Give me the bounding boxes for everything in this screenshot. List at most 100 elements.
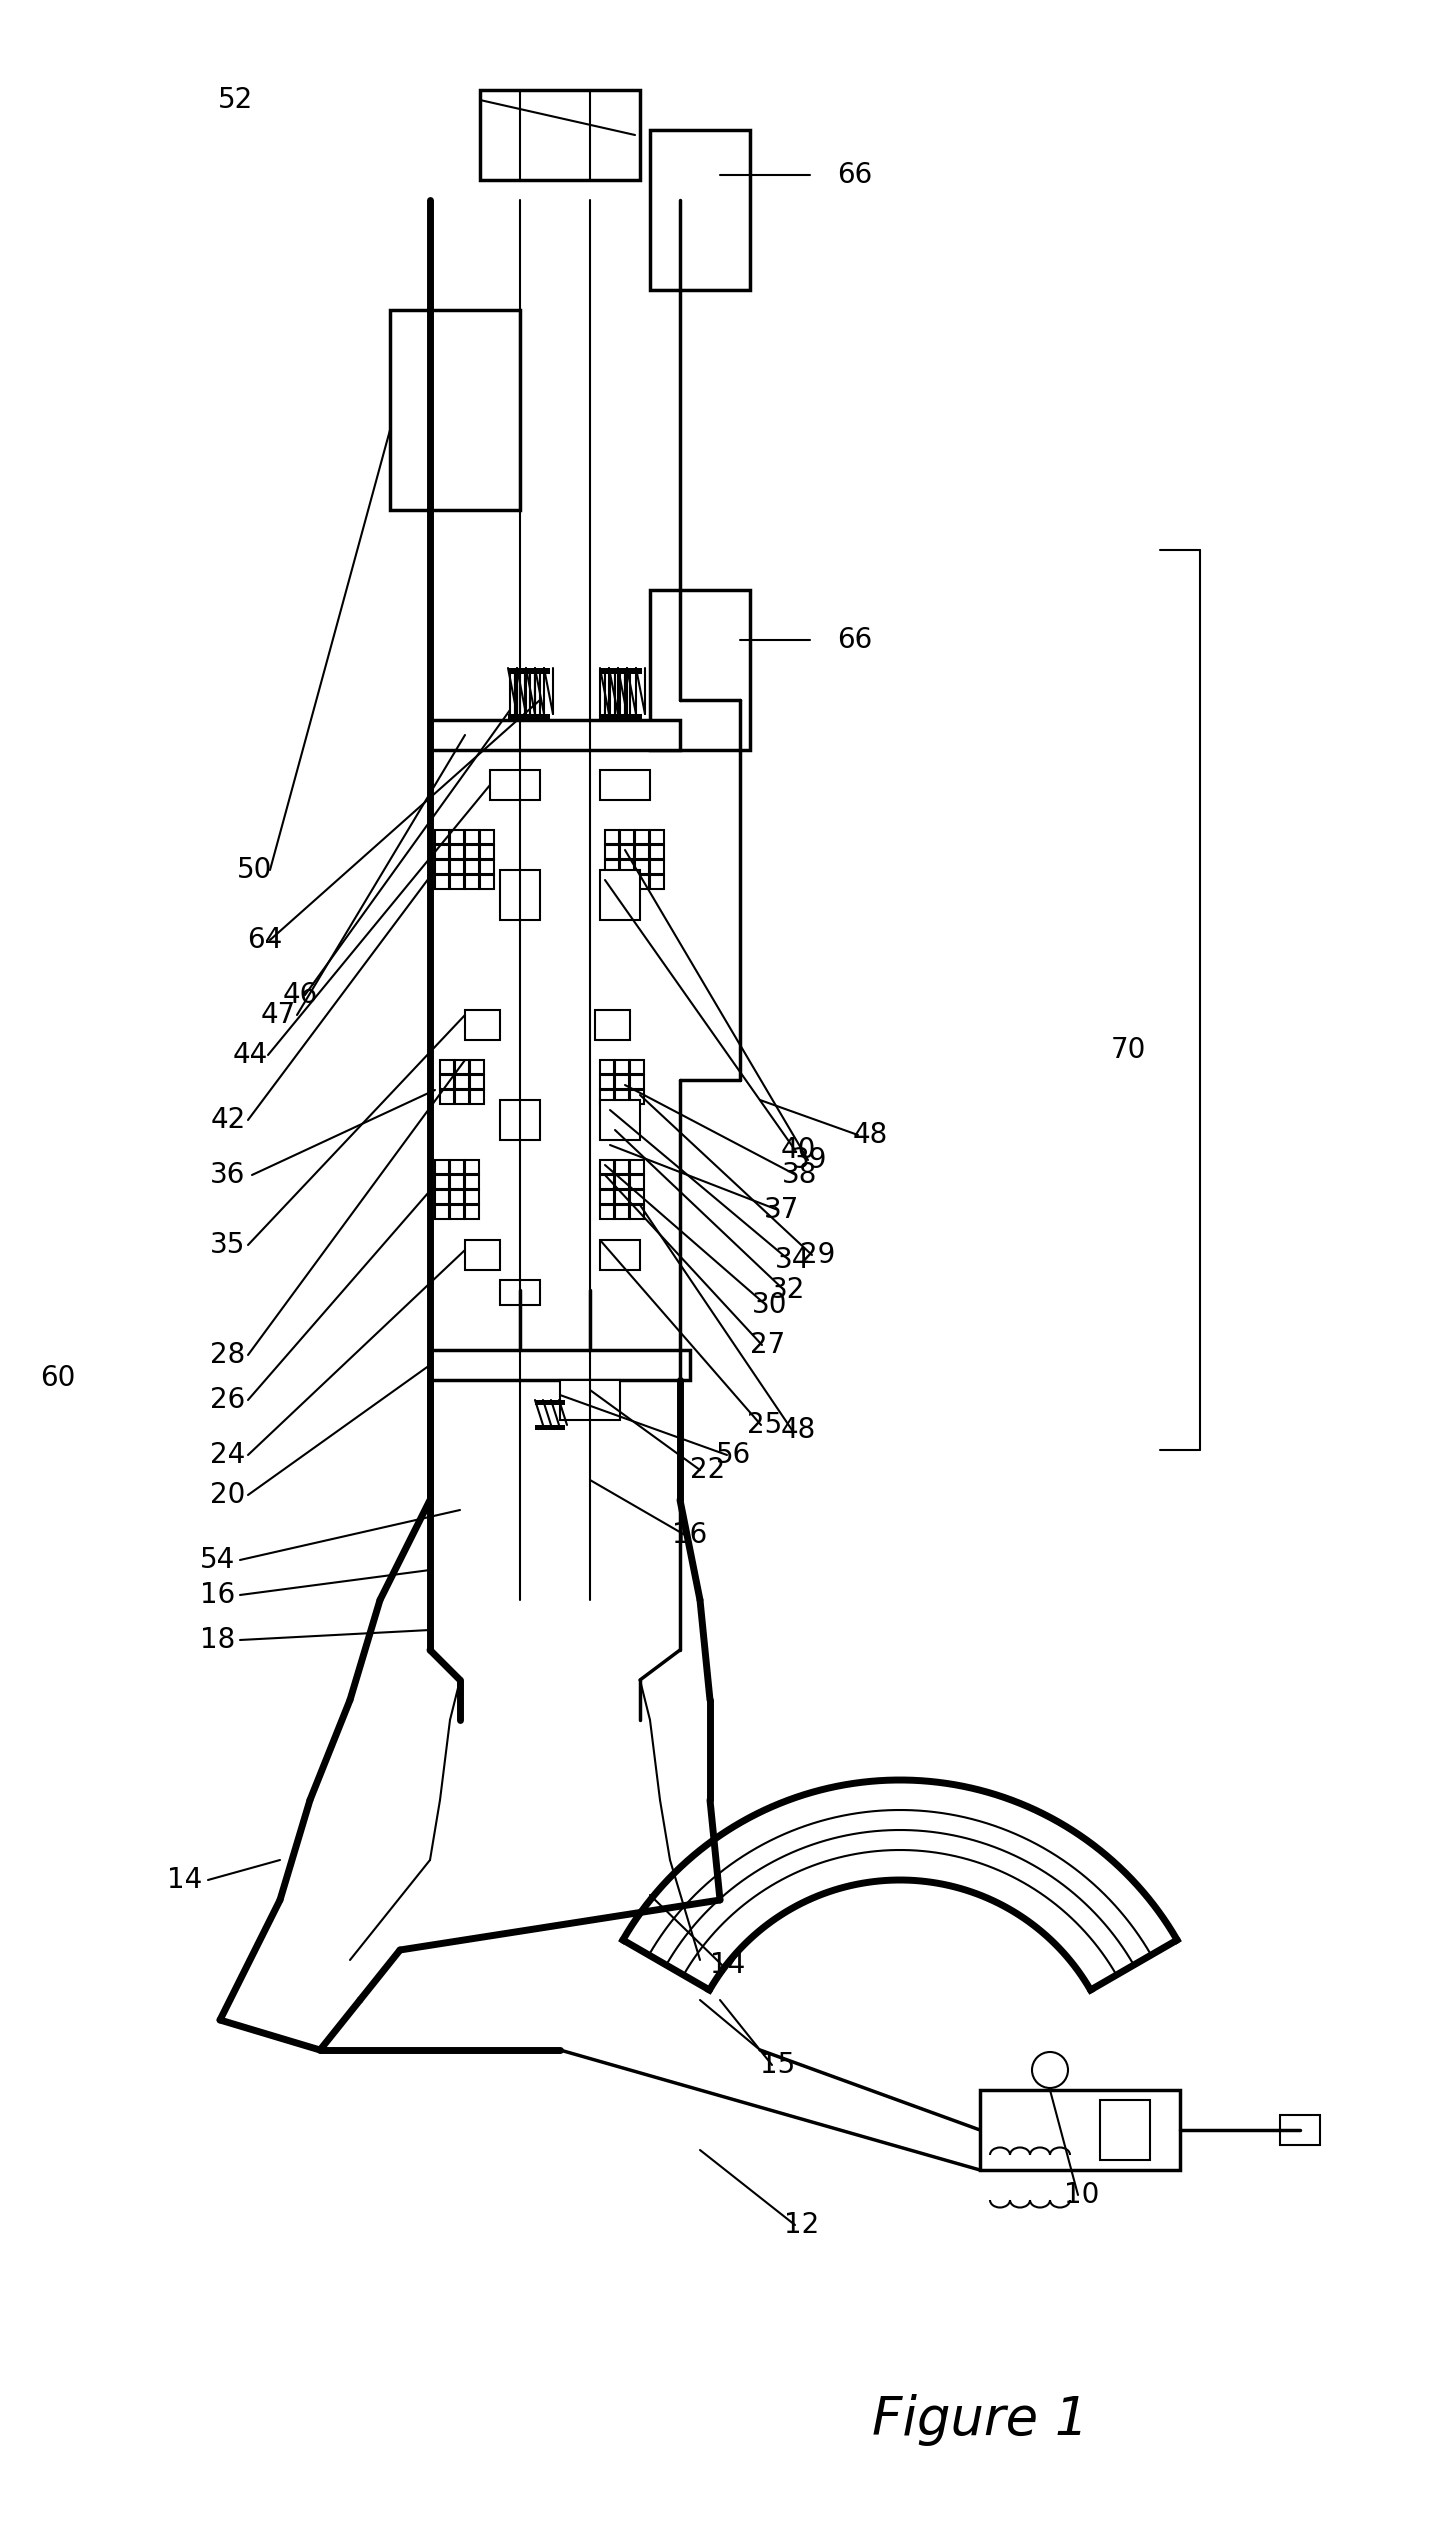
Bar: [509, 667, 551, 675]
Bar: [465, 845, 478, 860]
Bar: [600, 1091, 614, 1104]
Bar: [465, 1159, 478, 1175]
Bar: [616, 670, 620, 721]
Circle shape: [1032, 2052, 1068, 2088]
Text: 44: 44: [233, 1040, 267, 1068]
Bar: [439, 1060, 454, 1073]
Text: 42: 42: [211, 1106, 246, 1134]
Text: 46: 46: [282, 982, 318, 1010]
Bar: [435, 1190, 449, 1205]
Bar: [626, 670, 630, 721]
Bar: [605, 875, 618, 888]
Bar: [490, 771, 540, 799]
Bar: [449, 845, 464, 860]
Bar: [605, 670, 610, 721]
Bar: [620, 860, 634, 875]
Bar: [449, 1190, 464, 1205]
Bar: [620, 830, 634, 845]
Text: 50: 50: [237, 855, 273, 883]
Text: 25: 25: [747, 1411, 783, 1438]
Text: 35: 35: [211, 1230, 246, 1258]
Bar: [431, 1350, 691, 1380]
Bar: [600, 1175, 614, 1190]
Bar: [650, 129, 750, 289]
Bar: [449, 830, 464, 845]
Bar: [650, 860, 665, 875]
Bar: [616, 1190, 629, 1205]
Bar: [480, 875, 494, 888]
Bar: [500, 1281, 540, 1304]
Text: 15: 15: [760, 2050, 796, 2078]
Text: 27: 27: [750, 1332, 786, 1360]
Text: 29: 29: [801, 1241, 835, 1268]
Bar: [500, 1101, 540, 1139]
Text: 12: 12: [785, 2212, 819, 2240]
Bar: [465, 1010, 500, 1040]
Bar: [449, 1159, 464, 1175]
Bar: [634, 860, 649, 875]
Text: Figure 1: Figure 1: [871, 2395, 1088, 2446]
Bar: [465, 830, 478, 845]
Bar: [630, 1076, 644, 1088]
Text: 47: 47: [260, 1002, 296, 1030]
Bar: [620, 875, 634, 888]
Text: 36: 36: [211, 1162, 246, 1190]
Bar: [630, 1190, 644, 1205]
Bar: [634, 830, 649, 845]
Bar: [449, 860, 464, 875]
Text: 60: 60: [40, 1365, 75, 1393]
Bar: [470, 1060, 484, 1073]
Bar: [535, 1426, 565, 1431]
Bar: [600, 670, 605, 721]
Bar: [616, 1076, 629, 1088]
Bar: [600, 771, 650, 799]
Bar: [509, 713, 551, 721]
Bar: [465, 1175, 478, 1190]
Bar: [535, 670, 540, 721]
Text: 70: 70: [1110, 1035, 1146, 1063]
Bar: [435, 1175, 449, 1190]
Bar: [1100, 2101, 1150, 2159]
Bar: [449, 1175, 464, 1190]
Bar: [435, 845, 449, 860]
Text: 30: 30: [753, 1291, 788, 1319]
Text: 54: 54: [201, 1545, 236, 1573]
Bar: [435, 1205, 449, 1218]
Bar: [600, 1159, 614, 1175]
Text: 22: 22: [691, 1456, 725, 1484]
Bar: [465, 1241, 500, 1271]
Bar: [980, 2090, 1181, 2169]
Text: 34: 34: [776, 1246, 811, 1274]
Bar: [431, 721, 681, 751]
Bar: [455, 1076, 470, 1088]
Text: 32: 32: [770, 1276, 806, 1304]
Bar: [650, 875, 665, 888]
Bar: [480, 860, 494, 875]
Bar: [600, 1060, 614, 1073]
Text: 56: 56: [715, 1441, 750, 1469]
Text: 14: 14: [168, 1867, 202, 1895]
Text: 66: 66: [837, 160, 873, 188]
Text: 37: 37: [764, 1195, 799, 1223]
Text: 10: 10: [1065, 2182, 1100, 2210]
Text: 20: 20: [211, 1482, 246, 1510]
Text: 38: 38: [782, 1162, 818, 1190]
Bar: [616, 1205, 629, 1218]
Bar: [634, 875, 649, 888]
Bar: [600, 870, 640, 921]
Text: 40: 40: [780, 1137, 815, 1164]
Bar: [600, 667, 642, 675]
Bar: [449, 1205, 464, 1218]
Text: 66: 66: [837, 627, 873, 655]
Bar: [605, 860, 618, 875]
Text: 18: 18: [201, 1626, 236, 1654]
Bar: [525, 670, 530, 721]
Bar: [634, 845, 649, 860]
Bar: [630, 1175, 644, 1190]
Bar: [435, 860, 449, 875]
Text: 48: 48: [853, 1121, 887, 1149]
Bar: [439, 1091, 454, 1104]
Bar: [465, 1190, 478, 1205]
Text: 16: 16: [201, 1581, 236, 1608]
Bar: [500, 870, 540, 921]
